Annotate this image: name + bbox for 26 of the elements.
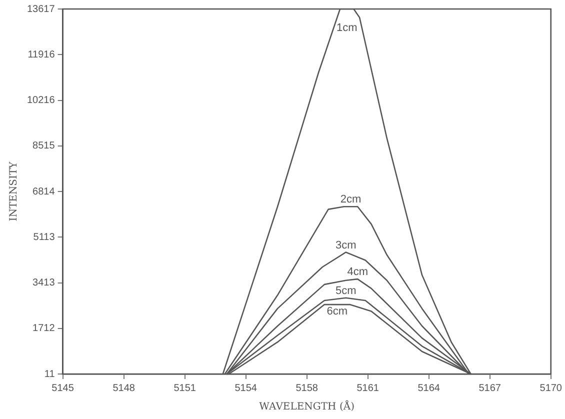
x-tick-label: 5164 xyxy=(418,382,440,394)
series-label: 6cm xyxy=(326,306,348,318)
series-label: 3cm xyxy=(335,239,356,252)
y-tick-label: 11916 xyxy=(28,49,56,60)
x-tick-label: 5154 xyxy=(234,382,258,394)
x-tick-label: 5151 xyxy=(174,382,196,394)
series-label: 5cm xyxy=(335,284,356,297)
y-tick-label: 3413 xyxy=(32,278,56,288)
y-tick-label: 6814 xyxy=(32,186,56,198)
x-tick-label: 5167 xyxy=(478,382,502,394)
y-tick-label: 5113 xyxy=(33,232,56,243)
series-label: 4cm xyxy=(347,266,368,278)
x-tick-label: 5161 xyxy=(356,382,380,394)
x-tick-label: 5148 xyxy=(112,382,136,394)
x-tick-label: 5158 xyxy=(296,382,318,394)
y-tick-label: 1712 xyxy=(32,323,56,334)
x-tick-label: 5145 xyxy=(52,382,74,394)
y-tick-label: 13617 xyxy=(26,4,56,15)
y-axis-title: INTENSITY xyxy=(8,161,20,222)
x-tick-label: 5170 xyxy=(540,382,562,394)
series-label: 2cm xyxy=(340,194,362,206)
series-label: 1cm xyxy=(336,22,358,34)
x-axis-title: WAVELENGTH (Å) xyxy=(259,400,355,413)
y-tick-label: 11 xyxy=(44,368,56,380)
y-tick-label: 8515 xyxy=(32,140,56,152)
y-tick-label: 10216 xyxy=(26,95,56,106)
